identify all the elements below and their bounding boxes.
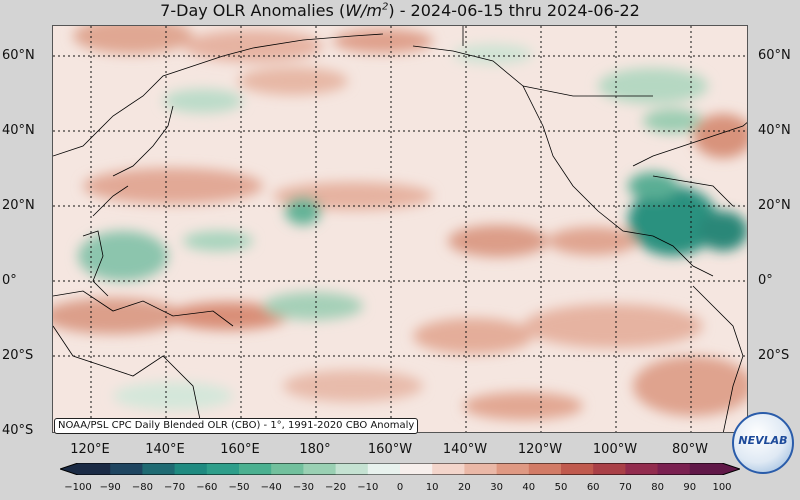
- lat-label-right: 40°N: [758, 123, 791, 138]
- colorbar-tick-label: −10: [357, 482, 379, 493]
- colorbar-tick-label: 60: [586, 482, 600, 493]
- lon-label: 140°E: [145, 442, 185, 457]
- colorbar-segment: [528, 463, 562, 475]
- colorbar-extend-left: [60, 463, 78, 475]
- lat-label-right: 20°S: [758, 348, 790, 363]
- colorbar-tick-label: 70: [619, 482, 632, 493]
- colorbar-tick-label: −90: [99, 482, 121, 493]
- colorbar-segment: [335, 463, 369, 475]
- colorbar-tick-label: 80: [651, 482, 664, 493]
- anomaly-field: [53, 26, 747, 420]
- lon-label: 100°W: [592, 442, 638, 457]
- colorbar-segment: [239, 463, 272, 475]
- colorbar-tick-label: −50: [228, 482, 250, 493]
- colorbar-tick-label: 10: [425, 482, 439, 493]
- colorbar-tick-label: −70: [164, 482, 186, 493]
- colorbar-segment: [400, 463, 433, 475]
- colorbar-tick-label: 20: [458, 482, 471, 493]
- colorbar-tick-label: −30: [292, 482, 314, 493]
- colorbar-tick-label: −40: [260, 482, 282, 493]
- lon-label: 120°E: [70, 442, 110, 457]
- source-note: NOAA/PSL CPC Daily Blended OLR (CBO) - 1…: [54, 418, 419, 434]
- colorbar-segment: [625, 463, 659, 475]
- map-title: 7-Day OLR Anomalies (W/m2) - 2024-06-15 …: [160, 1, 640, 20]
- lon-label: 120°W: [517, 442, 563, 457]
- colorbar-segment: [110, 463, 143, 475]
- olr-anomaly-map: [52, 25, 748, 433]
- colorbar-extend-right: [722, 463, 740, 475]
- colorbar-segment: [367, 463, 401, 475]
- colorbar-tick-label: 100: [712, 482, 732, 493]
- colorbar-segment: [561, 463, 594, 475]
- colorbar-segment: [464, 463, 498, 475]
- lat-label-left: 60°N: [2, 48, 35, 63]
- colorbar-segment: [303, 463, 337, 475]
- colorbar-tick-label: 30: [490, 482, 503, 493]
- lat-label-left: 0°: [2, 273, 17, 288]
- colorbar-segment: [657, 463, 691, 475]
- colorbar-tick-label: −60: [196, 482, 218, 493]
- colorbar-segment: [206, 463, 240, 475]
- lat-label-right: 20°N: [758, 198, 791, 213]
- lat-label-left: 40°S: [2, 423, 34, 438]
- colorbar-tick-label: 0: [396, 482, 404, 493]
- colorbar-tick-label: −80: [131, 482, 153, 493]
- colorbar-tick-label: 90: [683, 482, 697, 493]
- noaa-logo: NEVLAB: [732, 412, 794, 474]
- lon-label: 160°E: [220, 442, 260, 457]
- colorbar-segment: [174, 463, 208, 475]
- colorbar-tick-label: −100: [64, 482, 92, 493]
- lat-label-right: 60°N: [758, 48, 791, 63]
- lon-label: 160°W: [367, 442, 413, 457]
- colorbar-segment: [271, 463, 304, 475]
- coastlines: [53, 26, 747, 432]
- colorbar-segment: [496, 463, 530, 475]
- colorbar-tick-label: 40: [522, 482, 536, 493]
- colorbar-tick-label: 50: [554, 482, 568, 493]
- lat-label-right: 0°: [758, 273, 773, 288]
- lon-label: 80°W: [672, 442, 708, 457]
- colorbar-segment: [593, 463, 626, 475]
- colorbar-segment: [142, 463, 176, 475]
- lat-label-left: 40°N: [2, 123, 35, 138]
- colorbar-segment: [78, 463, 111, 475]
- colorbar-segment: [432, 463, 465, 475]
- graticule: [53, 26, 747, 432]
- lon-label: 180°: [299, 442, 331, 457]
- colorbar-segment: [689, 463, 723, 475]
- logo-text: NEVLAB: [738, 434, 788, 447]
- lat-label-left: 20°N: [2, 198, 35, 213]
- colorbar: [60, 463, 740, 475]
- colorbar-tick-label: −20: [325, 482, 347, 493]
- lat-label-left: 20°S: [2, 348, 34, 363]
- lon-label: 140°W: [442, 442, 488, 457]
